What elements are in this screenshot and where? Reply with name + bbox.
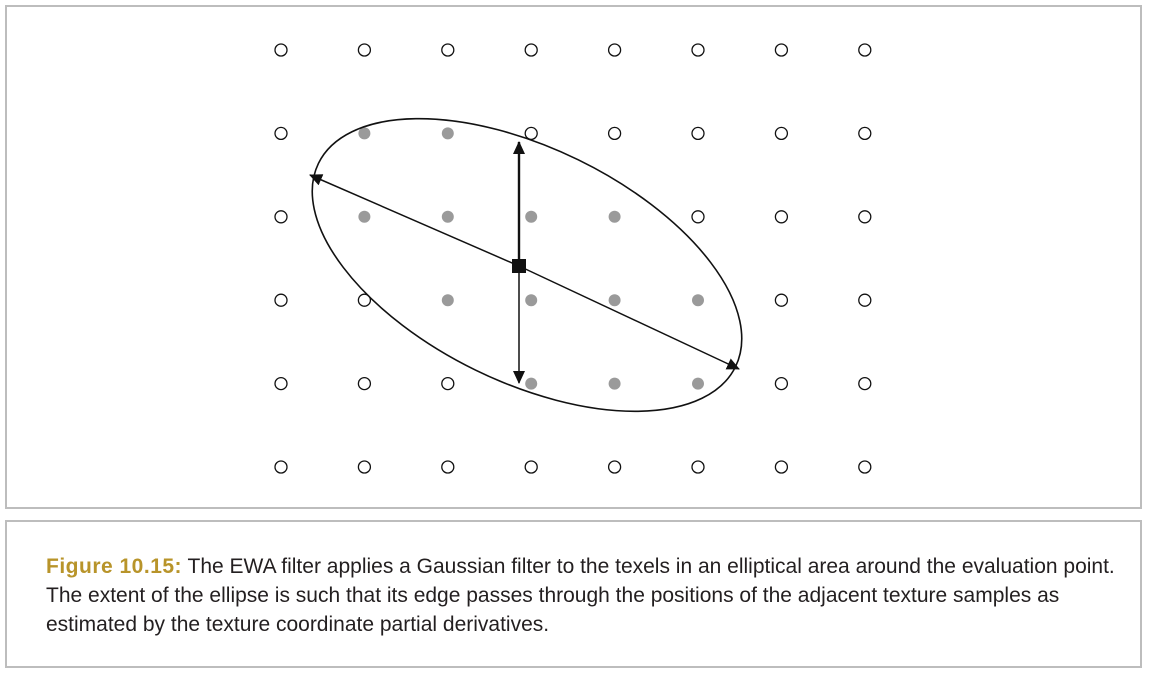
texel-sample-outside [774, 293, 789, 307]
texel-sample-outside [607, 43, 622, 57]
texel-sample-outside [858, 460, 872, 474]
caption-panel: Figure 10.15: The EWA filter applies a G… [5, 520, 1142, 668]
caption-body: The EWA filter applies a Gaussian filter… [46, 555, 1115, 636]
texel-sample-outside [774, 126, 789, 141]
texel-sample-inside [358, 127, 371, 140]
texel-sample-inside [441, 127, 454, 140]
texel-sample-outside [274, 126, 288, 141]
texel-sample-outside [691, 460, 705, 474]
texel-sample-outside [357, 460, 372, 474]
texel-sample-outside [691, 210, 705, 224]
texel-sample-grid [274, 43, 872, 474]
major-axis-arrow-left [309, 174, 520, 267]
texel-sample-outside [274, 293, 288, 307]
texel-sample-inside [441, 294, 454, 307]
texel-sample-outside [274, 460, 288, 474]
texel-sample-outside [357, 43, 372, 57]
texel-sample-outside [524, 126, 538, 141]
texel-sample-outside [858, 210, 872, 224]
texel-sample-outside [691, 43, 705, 57]
texel-sample-outside [441, 376, 455, 391]
texel-sample-outside [357, 376, 372, 391]
texel-sample-outside [858, 376, 872, 391]
texel-sample-inside [525, 377, 538, 390]
texel-sample-outside [441, 460, 455, 474]
texel-sample-outside [691, 126, 705, 141]
figure-caption: Figure 10.15: The EWA filter applies a G… [46, 552, 1116, 639]
texel-sample-outside [441, 43, 455, 57]
ewa-diagram [274, 43, 872, 474]
figure-panel [5, 5, 1142, 509]
texel-sample-outside [524, 43, 538, 57]
texel-sample-inside [608, 210, 621, 223]
filter-ellipse [311, 117, 743, 413]
texel-sample-inside [441, 210, 454, 223]
texel-sample-outside [858, 126, 872, 141]
texel-sample-inside [608, 377, 621, 390]
texel-sample-outside [607, 126, 622, 141]
texel-sample-inside [692, 377, 704, 390]
texel-sample-outside [774, 376, 789, 391]
texel-sample-outside [774, 210, 789, 224]
texel-sample-inside [525, 210, 538, 223]
texel-sample-inside [608, 294, 621, 307]
texel-sample-outside [357, 293, 372, 307]
texel-sample-outside [274, 43, 288, 57]
texel-sample-outside [274, 210, 288, 224]
texel-sample-outside [524, 460, 538, 474]
texel-sample-inside [692, 294, 704, 307]
major-axis-arrow-right [518, 265, 740, 370]
texel-sample-inside [358, 210, 371, 223]
texel-sample-outside [858, 43, 872, 57]
texel-sample-outside [274, 376, 288, 391]
evaluation-point [512, 259, 526, 273]
texel-sample-inside [525, 294, 538, 307]
texel-sample-outside [774, 460, 789, 474]
texel-sample-outside [858, 293, 872, 307]
caption-label: Figure 10.15: [46, 555, 183, 578]
texel-sample-outside [774, 43, 789, 57]
texel-sample-outside [607, 460, 622, 474]
